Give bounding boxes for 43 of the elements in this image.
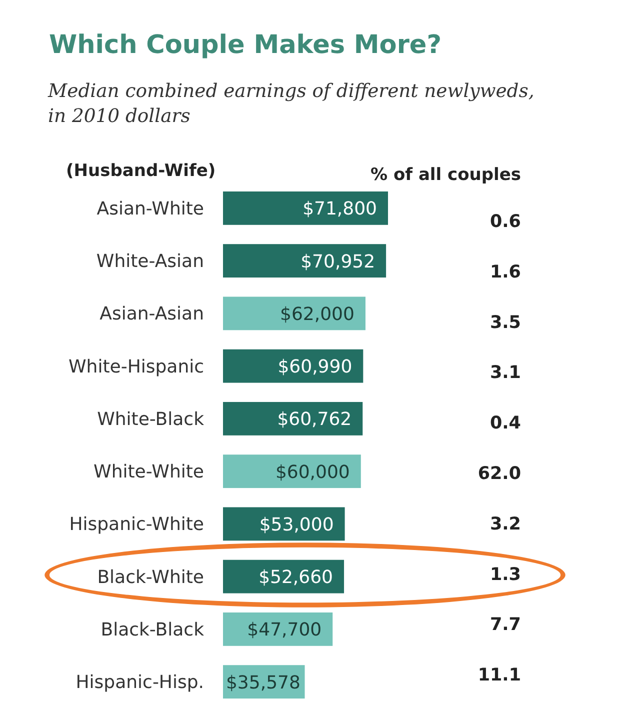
data-label: $47,700 [247, 620, 322, 641]
y-tick-label: Asian-Asian [100, 304, 204, 325]
y-tick-label: Hispanic-White [69, 514, 204, 536]
y-axis-title: (Husband-Wife) [66, 161, 216, 181]
data-label: $53,000 [259, 514, 334, 536]
bar [223, 296, 366, 330]
y-tick-label: White-White [94, 462, 204, 483]
text: 1.3 [490, 564, 521, 585]
data-label: $60,762 [277, 409, 352, 430]
y-tick-label: Black-White [97, 566, 204, 588]
bar [223, 191, 388, 225]
text: 62.0 [478, 464, 521, 484]
text: 3.5 [490, 312, 521, 333]
text: 0.4 [490, 414, 521, 434]
data-label: $71,800 [302, 198, 377, 220]
data-label: $60,990 [278, 356, 352, 378]
text: 7.7 [490, 615, 521, 636]
text: 3.1 [490, 363, 521, 384]
bar [223, 454, 361, 488]
bar [223, 560, 344, 594]
data-label: $62,000 [280, 304, 354, 325]
text: 0.6 [490, 212, 521, 232]
data-label: $70,952 [300, 251, 376, 272]
text: 3.2 [490, 514, 521, 534]
text: 11.1 [478, 666, 521, 686]
data-label: $35,578 [226, 672, 300, 694]
y-tick-label: Asian-White [96, 198, 204, 220]
bar [223, 402, 363, 436]
data-label: $52,660 [258, 567, 334, 588]
data-label: $60,000 [275, 462, 350, 483]
bar [223, 507, 345, 541]
y-tick-label: White-Asian [96, 251, 204, 272]
y-tick-label: White-Black [97, 408, 205, 430]
bar [223, 244, 386, 278]
chart-subtitle: Median combined earnings of different newlyweds, in 2010 dollars [47, 81, 534, 127]
y-tick-label: White-Hispanic [68, 356, 204, 378]
bar [223, 349, 364, 383]
y-tick-label: Black-Black [100, 619, 205, 640]
annotation: % of all couples [370, 165, 521, 185]
bar [223, 612, 333, 646]
text: 1.6 [490, 262, 521, 282]
y-tick-label: Hispanic-Hisp. [76, 672, 204, 694]
chart-title: Which Couple Makes More? [49, 30, 442, 60]
